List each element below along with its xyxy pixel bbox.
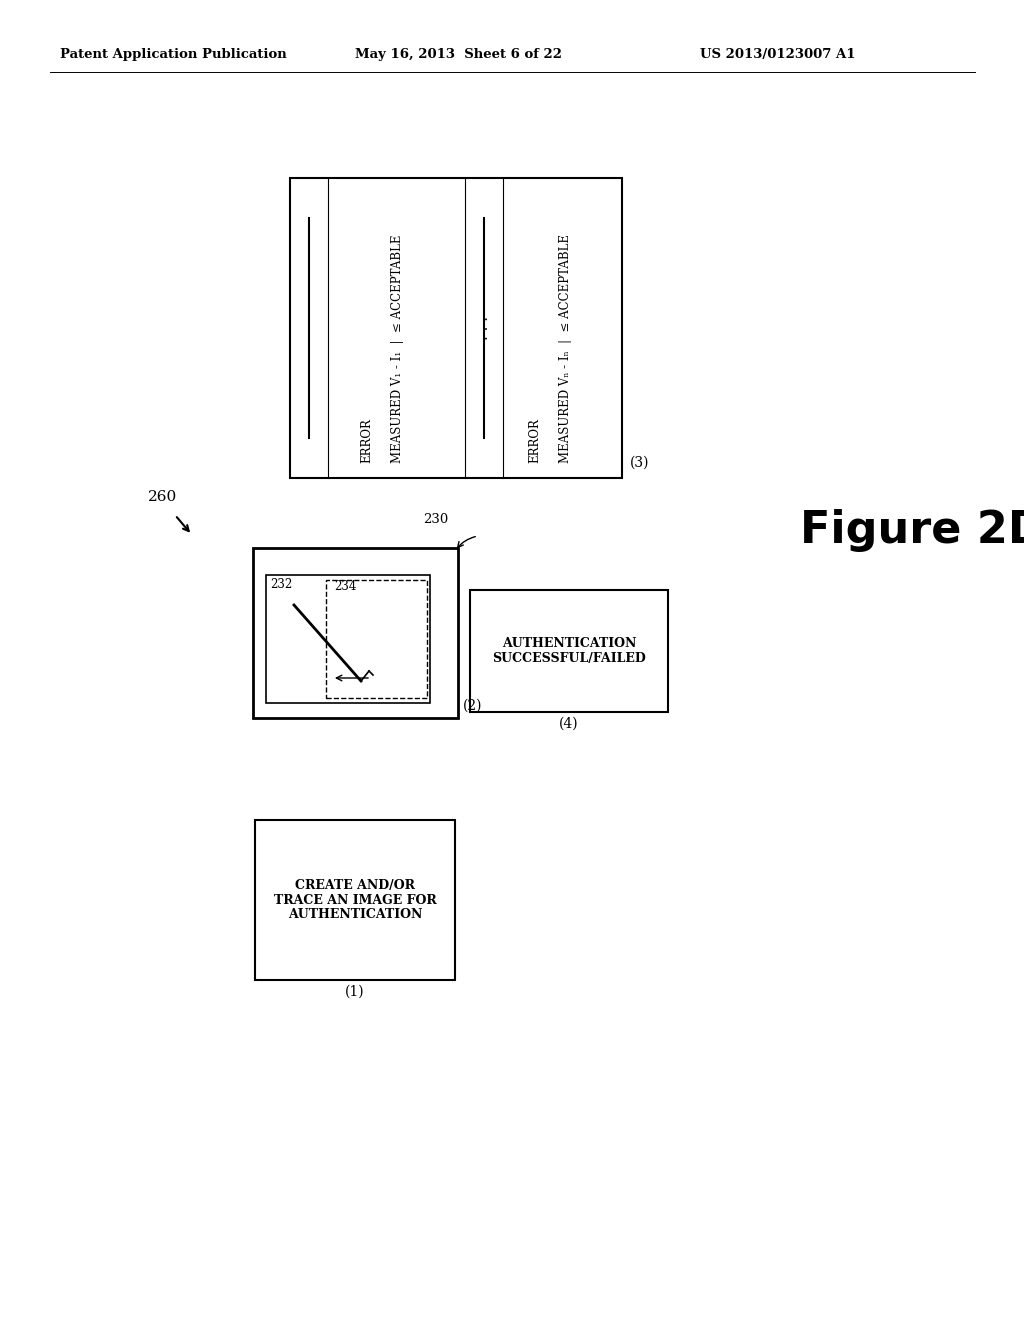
Text: MEASURED Vₙ - Iₙ  |  ≤ ACCEPTABLE: MEASURED Vₙ - Iₙ | ≤ ACCEPTABLE: [558, 234, 571, 463]
Text: Figure 2D: Figure 2D: [800, 508, 1024, 552]
Text: Patent Application Publication: Patent Application Publication: [60, 48, 287, 61]
Text: US 2013/0123007 A1: US 2013/0123007 A1: [700, 48, 855, 61]
Text: (4): (4): [559, 717, 579, 731]
Text: 234: 234: [334, 579, 356, 593]
Text: MEASURED V₁ - I₁  |  ≤ ACCEPTABLE: MEASURED V₁ - I₁ | ≤ ACCEPTABLE: [390, 235, 403, 463]
Text: (3): (3): [630, 455, 649, 470]
Bar: [255, 820, 455, 979]
Text: 260: 260: [148, 490, 177, 504]
Bar: [326, 579, 427, 698]
Text: CREATE AND/OR
TRACE AN IMAGE FOR
AUTHENTICATION: CREATE AND/OR TRACE AN IMAGE FOR AUTHENT…: [273, 879, 436, 921]
Text: May 16, 2013  Sheet 6 of 22: May 16, 2013 Sheet 6 of 22: [355, 48, 562, 61]
Text: (2): (2): [463, 700, 482, 713]
Bar: [290, 178, 622, 478]
Text: ERROR: ERROR: [528, 418, 542, 463]
Bar: [266, 576, 430, 704]
Text: AUTHENTICATION
SUCCESSFUL/FAILED: AUTHENTICATION SUCCESSFUL/FAILED: [493, 638, 646, 665]
Text: . . .: . . .: [477, 315, 490, 341]
Text: ERROR: ERROR: [360, 418, 374, 463]
Bar: [470, 590, 668, 711]
Text: 230: 230: [423, 513, 449, 525]
Bar: [253, 548, 458, 718]
Text: (1): (1): [345, 985, 365, 999]
Text: 232: 232: [270, 578, 292, 591]
